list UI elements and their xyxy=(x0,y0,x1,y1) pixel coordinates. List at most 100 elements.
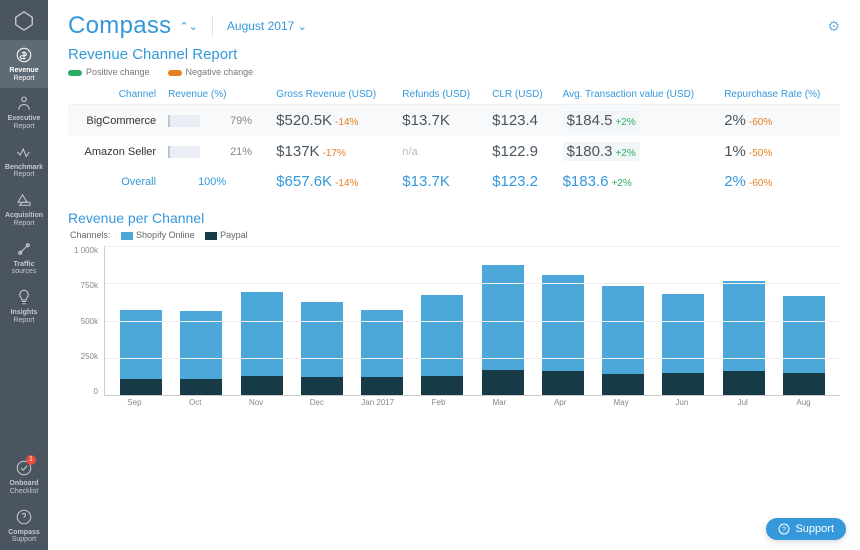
x-tick: Sep xyxy=(113,398,155,407)
refunds-value: n/a xyxy=(402,146,417,158)
x-tick: Dec xyxy=(296,398,338,407)
x-tick: May xyxy=(600,398,642,407)
bar-segment-paypal xyxy=(301,377,343,395)
table-row-overall: Overall100%$657.6K-14%$13.7K$123.2$183.6… xyxy=(68,167,840,196)
gridline xyxy=(105,283,840,284)
sidebar-item-support[interactable]: CompassSupport xyxy=(0,502,48,550)
bar-column[interactable] xyxy=(662,294,704,395)
sidebar-item-acquisition[interactable]: AcquisitionReport xyxy=(0,185,48,233)
chart-y-axis: 1 000k750k500k250k0 xyxy=(68,246,98,396)
table-header: Gross Revenue (USD) xyxy=(270,85,396,105)
bar-column[interactable] xyxy=(180,311,222,395)
bar-column[interactable] xyxy=(723,281,765,395)
sidebar-item-label: ExecutiveReport xyxy=(8,115,41,130)
bar-column[interactable] xyxy=(602,286,644,396)
sidebar-item-insights[interactable]: InsightsReport xyxy=(0,282,48,330)
x-tick: Apr xyxy=(539,398,581,407)
bar-segment-paypal xyxy=(241,376,283,396)
clr-value: $122.9 xyxy=(486,136,556,167)
y-tick: 500k xyxy=(68,317,98,326)
sidebar-item-executive[interactable]: ExecutiveReport xyxy=(0,88,48,136)
repurchase-rate: 2%-60% xyxy=(718,167,840,196)
period-chevrons-icon: ⌄ xyxy=(298,21,307,33)
clr-value: $123.2 xyxy=(486,167,556,196)
chart-legend: Channels: Shopify Online Paypal xyxy=(70,230,840,240)
sidebar-item-label: AcquisitionReport xyxy=(5,212,43,227)
bar-column[interactable] xyxy=(421,295,463,396)
revenue-channel-table: ChannelRevenue (%)Gross Revenue (USD)Ref… xyxy=(68,85,840,196)
page-header: Compass ⌃⌄ August 2017 ⌄ ⚙ xyxy=(68,12,840,40)
sidebar-item-onboard[interactable]: OnboardChecklist1 xyxy=(0,453,48,501)
bar-segment-shopify xyxy=(662,294,704,374)
support-icon xyxy=(15,508,33,526)
atv-value: $183.6+2% xyxy=(557,167,719,196)
gridline xyxy=(105,246,840,247)
bar-column[interactable] xyxy=(120,310,162,396)
help-icon: ? xyxy=(778,523,790,535)
title-chevrons-icon[interactable]: ⌃⌄ xyxy=(179,20,197,33)
chart-legend-label: Channels: xyxy=(70,230,111,240)
bar-segment-paypal xyxy=(421,376,463,396)
shopify-swatch xyxy=(121,232,133,240)
gridline xyxy=(105,358,840,359)
report-title: Revenue Channel Report xyxy=(68,46,840,63)
sidebar-item-benchmark[interactable]: BenchmarkReport xyxy=(0,137,48,185)
svg-text:?: ? xyxy=(783,527,787,534)
x-tick: Aug xyxy=(783,398,825,407)
table-header: CLR (USD) xyxy=(486,85,556,105)
bar-column[interactable] xyxy=(301,302,343,395)
bar-column[interactable] xyxy=(542,275,584,395)
table-row[interactable]: BigCommerce79%$520.5K-14%$13.7K$123.4$18… xyxy=(68,105,840,137)
change-legend: Positive change Negative change xyxy=(68,67,840,77)
bar-column[interactable] xyxy=(783,296,825,395)
bar-segment-shopify xyxy=(482,265,524,370)
repurchase-rate: 2%-60% xyxy=(718,105,840,137)
x-tick: Jun xyxy=(661,398,703,407)
y-tick: 750k xyxy=(68,281,98,290)
table-header: Repurchase Rate (%) xyxy=(718,85,840,105)
sidebar-item-label: RevenueReport xyxy=(9,67,38,82)
bar-segment-shopify xyxy=(783,296,825,373)
channel-name: BigCommerce xyxy=(68,105,162,137)
revenue-pct: 100% xyxy=(162,167,270,196)
table-row[interactable]: Amazon Seller21%$137K-17%n/a$122.9$180.3… xyxy=(68,136,840,167)
chart-x-axis: SepOctNovDecJan 2017FebMarAprMayJunJulAu… xyxy=(68,396,840,407)
bar-segment-paypal xyxy=(120,379,162,396)
revenue-pct: 21% xyxy=(162,136,270,167)
negative-swatch xyxy=(168,70,182,76)
channel-name: Overall xyxy=(68,167,162,196)
x-tick: Nov xyxy=(235,398,277,407)
y-tick: 1 000k xyxy=(68,246,98,255)
sidebar-item-label: BenchmarkReport xyxy=(5,164,43,179)
x-tick: Mar xyxy=(478,398,520,407)
bar-column[interactable] xyxy=(361,310,403,396)
negative-legend-label: Negative change xyxy=(186,67,254,77)
revenue-per-channel-chart: Revenue per Channel Channels: Shopify On… xyxy=(68,210,840,407)
period-selector[interactable]: August 2017 ⌄ xyxy=(227,19,307,33)
sidebar-item-label: CompassSupport xyxy=(8,529,40,544)
support-button[interactable]: ? Support xyxy=(766,518,846,540)
x-tick: Feb xyxy=(418,398,460,407)
bar-segment-paypal xyxy=(723,371,765,395)
gross-revenue: $520.5K-14% xyxy=(270,105,396,137)
bar-segment-paypal xyxy=(602,374,644,395)
shopify-series-label: Shopify Online xyxy=(136,230,195,240)
insights-icon xyxy=(15,288,33,306)
app-logo xyxy=(0,2,48,40)
sidebar-item-label: InsightsReport xyxy=(11,309,38,324)
acquisition-icon xyxy=(15,191,33,209)
settings-gear-icon[interactable]: ⚙ xyxy=(827,18,840,35)
repurchase-rate: 1%-50% xyxy=(718,136,840,167)
sidebar-badge: 1 xyxy=(26,455,36,465)
gross-revenue: $137K-17% xyxy=(270,136,396,167)
bar-column[interactable] xyxy=(241,292,283,396)
sidebar-item-revenue[interactable]: RevenueReport xyxy=(0,40,48,88)
x-tick: Jul xyxy=(722,398,764,407)
chart-title: Revenue per Channel xyxy=(68,210,840,226)
y-tick: 250k xyxy=(68,352,98,361)
bar-segment-shopify xyxy=(602,286,644,375)
main-content: Compass ⌃⌄ August 2017 ⌄ ⚙ Revenue Chann… xyxy=(48,0,860,550)
sidebar-item-traffic[interactable]: Trafficsources xyxy=(0,234,48,282)
x-tick: Jan 2017 xyxy=(357,398,399,407)
revenue-pct: 79% xyxy=(162,105,270,137)
